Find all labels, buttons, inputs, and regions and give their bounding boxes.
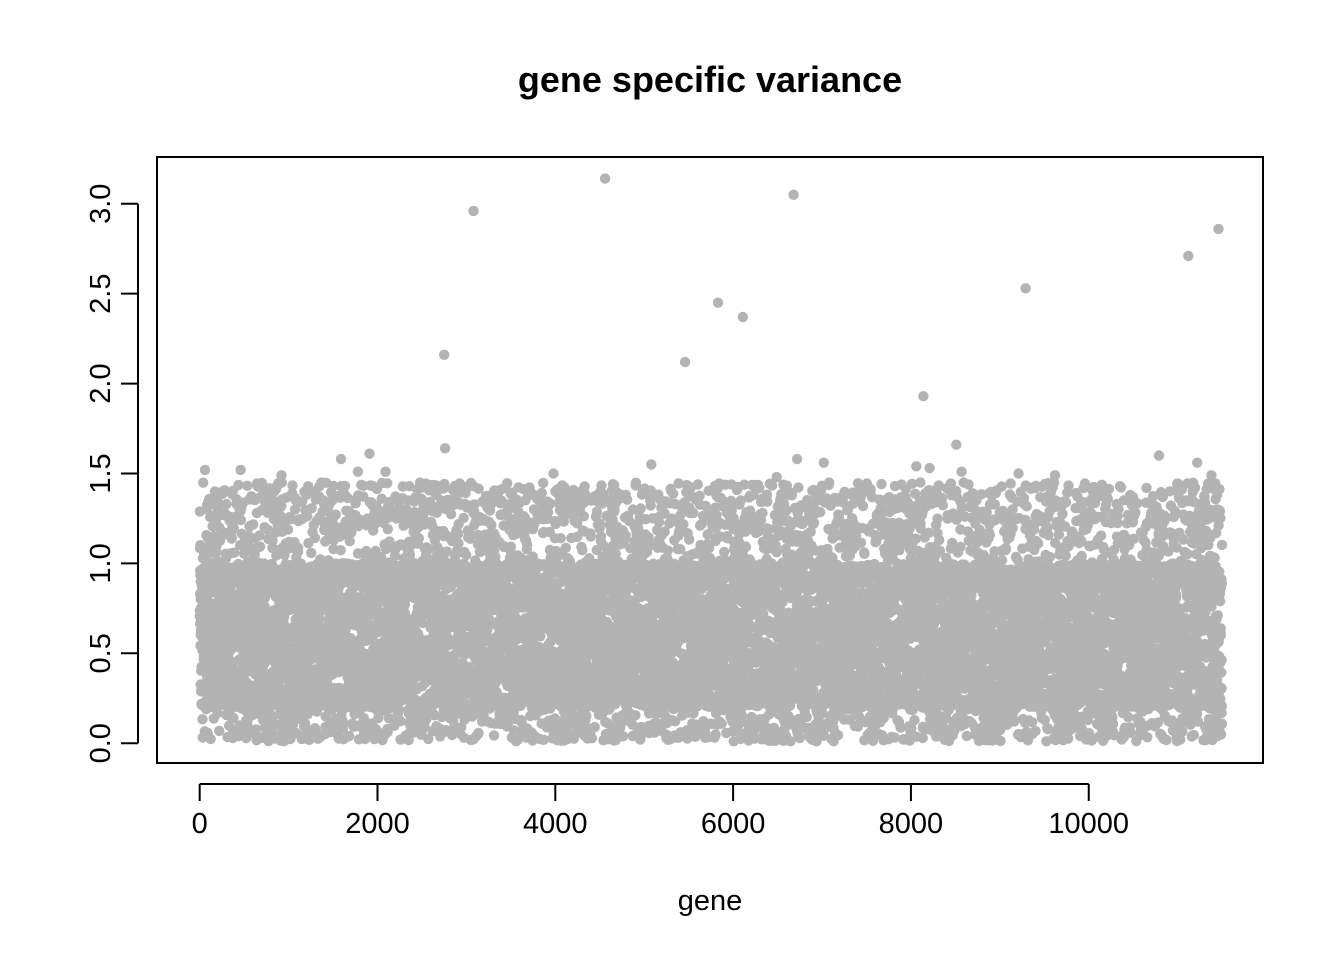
data-points (194, 173, 1228, 747)
data-point (256, 477, 268, 489)
chart-title: gene specific variance (518, 59, 902, 100)
data-point (382, 524, 393, 535)
data-point (254, 541, 266, 552)
data-point (344, 536, 355, 547)
data-point (198, 477, 209, 488)
data-point (560, 542, 571, 553)
data-point (229, 547, 240, 558)
data-point (228, 712, 239, 724)
data-point (205, 733, 216, 745)
data-point (306, 547, 317, 559)
data-point (445, 508, 457, 520)
data-point (242, 480, 253, 491)
data-point (461, 549, 472, 561)
data-point (251, 724, 262, 735)
data-point (228, 522, 239, 534)
data-point (214, 725, 225, 737)
data-point (505, 541, 517, 552)
data-point (453, 538, 464, 549)
data-point (197, 714, 208, 725)
data-point (394, 705, 405, 716)
data-point (212, 707, 223, 719)
data-point (235, 514, 247, 526)
data-point (452, 528, 464, 539)
data-point (473, 728, 484, 739)
data-point (287, 480, 298, 491)
data-point (282, 524, 294, 535)
data-point (521, 539, 533, 550)
data-point (555, 533, 566, 544)
data-point (382, 478, 393, 489)
data-point (330, 509, 341, 520)
data-point (586, 733, 598, 744)
data-point (538, 477, 549, 489)
data-point (267, 535, 278, 546)
data-point (578, 511, 589, 522)
data-point (502, 478, 513, 489)
data-point (458, 512, 469, 524)
data-point (335, 545, 346, 556)
data-point (309, 532, 321, 544)
data-point (622, 494, 633, 505)
data-point (595, 531, 607, 542)
data-point (620, 530, 631, 541)
data-point (488, 730, 500, 741)
data-point (630, 710, 641, 721)
data-point (617, 731, 629, 742)
data-point (221, 498, 232, 510)
data-point (585, 531, 596, 542)
data-point (233, 479, 244, 491)
data-point (254, 530, 265, 541)
data-point (213, 498, 225, 510)
data-point (635, 503, 646, 514)
data-point (344, 730, 355, 742)
data-point (339, 480, 351, 492)
data-point (293, 542, 304, 554)
data-point (577, 545, 588, 556)
data-point (589, 721, 600, 733)
data-point (536, 487, 547, 499)
data-point (395, 716, 406, 727)
data-point (581, 710, 592, 722)
data-point (248, 519, 259, 530)
data-point (413, 533, 425, 544)
